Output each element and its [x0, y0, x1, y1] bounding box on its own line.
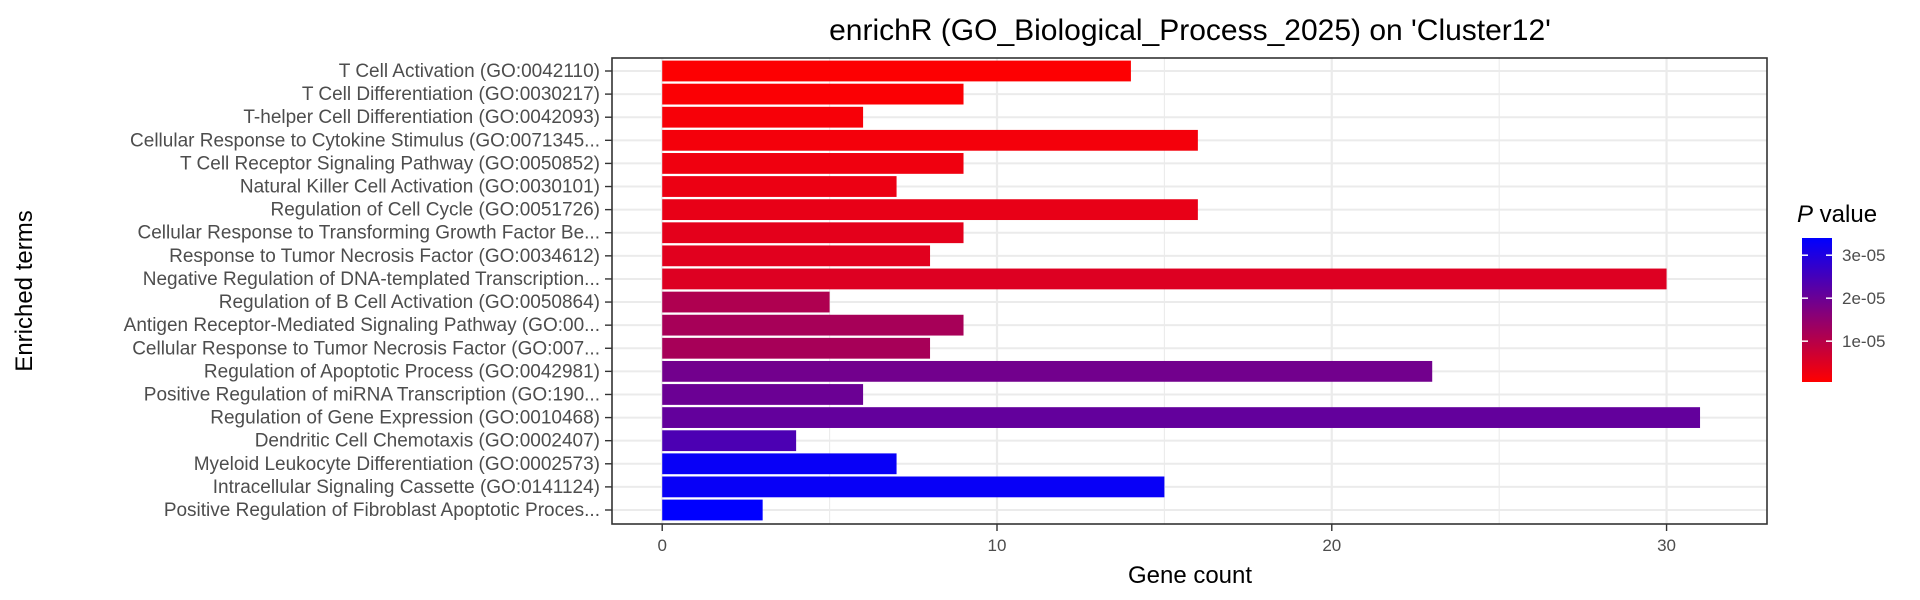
bar [662, 268, 1667, 290]
plot-border [611, 57, 1768, 525]
bar [662, 430, 797, 452]
category-label: Regulation of Apoptotic Process (GO:0042… [204, 361, 600, 382]
category-label: T Cell Differentiation (GO:0030217) [302, 84, 600, 105]
x-tick-label: 0 [657, 536, 666, 555]
category-label: Negative Regulation of DNA-templated Tra… [143, 269, 600, 290]
category-label: Antigen Receptor-Mediated Signaling Path… [124, 315, 600, 336]
category-label: Cellular Response to Tumor Necrosis Fact… [132, 338, 600, 359]
category-label: Cellular Response to Cytokine Stimulus (… [130, 130, 600, 151]
y-axis-title: Enriched terms [11, 210, 38, 371]
category-label: Dendritic Cell Chemotaxis (GO:0002407) [255, 431, 600, 452]
category-label: T Cell Activation (GO:0042110) [339, 61, 600, 82]
bar [662, 337, 931, 359]
bar [662, 60, 1131, 82]
legend-colorbar [1802, 238, 1832, 382]
legend-tick-label: 2e-05 [1842, 289, 1885, 308]
category-labels: T Cell Activation (GO:0042110)T Cell Dif… [124, 61, 612, 521]
category-label: T-helper Cell Differentiation (GO:004209… [243, 107, 600, 128]
bar [662, 407, 1701, 428]
bar [662, 222, 964, 244]
x-tick-label: 30 [1657, 536, 1676, 555]
legend-tick-label: 1e-05 [1842, 332, 1885, 351]
bar [662, 499, 763, 521]
bar [662, 199, 1198, 221]
category-label: Positive Regulation of Fibroblast Apopto… [164, 500, 600, 521]
bar [662, 453, 897, 475]
category-label: T Cell Receptor Signaling Pathway (GO:00… [180, 153, 600, 174]
legend-title: P value [1797, 201, 1877, 228]
x-axis-title: Gene count [1128, 562, 1252, 589]
bar [662, 153, 964, 174]
legend-title-italic: P [1797, 201, 1813, 228]
bar [662, 83, 964, 105]
category-label: Regulation of B Cell Activation (GO:0050… [219, 292, 600, 313]
category-label: Regulation of Gene Expression (GO:001046… [210, 408, 600, 429]
bar [662, 360, 1433, 382]
x-tick-label: 10 [988, 536, 1007, 555]
bar [662, 245, 931, 267]
category-label: Cellular Response to Transforming Growth… [137, 223, 600, 244]
category-label: Regulation of Cell Cycle (GO:0051726) [270, 200, 600, 221]
legend-ticks: 1e-05 2e-05 3e-05 [1802, 246, 1885, 351]
category-label: Natural Killer Cell Activation (GO:00301… [240, 177, 600, 198]
chart-title: enrichR (GO_Biological_Process_2025) on … [829, 14, 1551, 47]
category-label: Intracellular Signaling Cassette (GO:014… [213, 477, 600, 498]
legend-title-rest: value [1813, 201, 1877, 228]
x-axis-ticks: 0 10 20 30 [657, 524, 1676, 555]
bars-group [662, 60, 1701, 521]
bar [662, 314, 964, 336]
bar [662, 291, 830, 313]
bar [662, 106, 864, 128]
bar [662, 176, 897, 197]
x-tick-label: 20 [1322, 536, 1341, 555]
bar [662, 384, 864, 405]
category-label: Myeloid Leukocyte Differentiation (GO:00… [194, 454, 600, 475]
category-label: Response to Tumor Necrosis Factor (GO:00… [169, 246, 600, 267]
category-label: Positive Regulation of miRNA Transcripti… [144, 384, 600, 405]
legend-tick-label: 3e-05 [1842, 246, 1885, 265]
bar [662, 476, 1165, 498]
p-value-legend: P value 1e-05 2e-05 3e-05 [1797, 201, 1885, 382]
bar [662, 129, 1198, 151]
